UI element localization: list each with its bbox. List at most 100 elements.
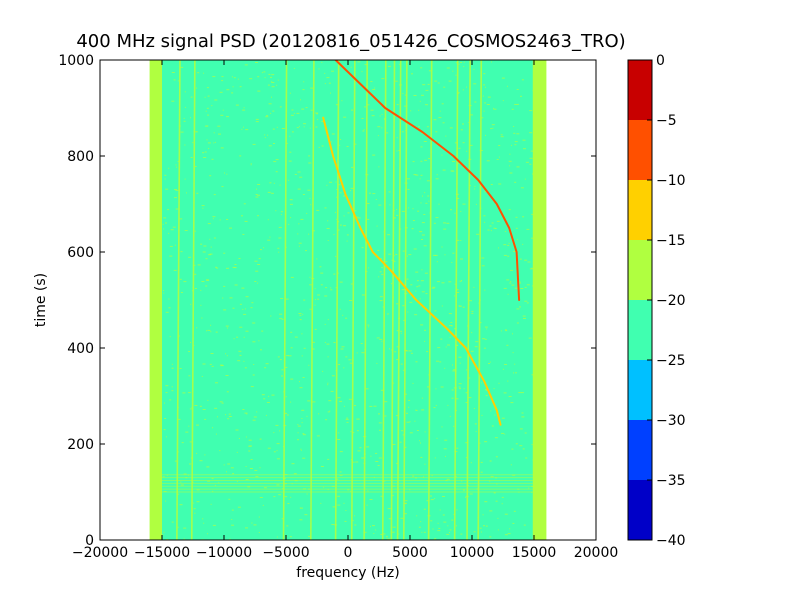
noise-pixel [259, 517, 260, 518]
noise-pixel [509, 528, 510, 529]
noise-pixel [308, 365, 309, 366]
noise-pixel [443, 229, 446, 230]
noise-pixel [383, 533, 385, 534]
noise-pixel [532, 174, 533, 175]
noise-pixel [303, 194, 305, 195]
noise-pixel [397, 151, 398, 152]
noise-pixel [343, 117, 346, 118]
noise-pixel [246, 466, 247, 467]
noise-pixel [289, 161, 292, 162]
noise-pixel [340, 225, 342, 226]
noise-pixel [337, 439, 340, 440]
noise-pixel [210, 254, 213, 255]
noise-pixel [257, 184, 260, 185]
noise-pixel [485, 327, 488, 328]
noise-pixel [397, 137, 398, 138]
noise-pixel [171, 229, 174, 230]
noise-pixel [410, 110, 411, 111]
noise-pixel [299, 381, 300, 382]
noise-pixel [513, 126, 514, 127]
noise-pixel [200, 406, 202, 407]
noise-pixel [295, 337, 298, 338]
noise-pixel [291, 115, 294, 116]
noise-pixel [290, 93, 291, 94]
noise-pixel [268, 74, 270, 75]
noise-pixel [256, 189, 257, 190]
noise-pixel [306, 213, 307, 214]
noise-pixel [194, 405, 197, 406]
noise-pixel [395, 254, 397, 255]
noise-pixel [227, 418, 229, 419]
noise-pixel [163, 224, 164, 225]
noise-pixel [263, 247, 264, 248]
noise-pixel [165, 385, 168, 386]
noise-pixel [444, 440, 447, 441]
noise-pixel [443, 522, 446, 523]
y-axis-label: time (s) [33, 273, 49, 327]
noise-pixel [494, 415, 495, 416]
noise-pixel [266, 363, 269, 364]
noise-pixel [215, 382, 218, 383]
noise-pixel [317, 299, 319, 300]
noise-pixel [483, 73, 485, 74]
noise-pixel [253, 420, 256, 421]
noise-pixel [271, 82, 274, 83]
noise-pixel [372, 193, 375, 194]
noise-pixel [316, 210, 319, 211]
noise-pixel [251, 386, 254, 387]
noise-pixel [217, 416, 218, 417]
noise-pixel [196, 193, 198, 194]
y-tick-label: 0 [85, 533, 94, 549]
noise-pixel [232, 510, 234, 511]
noise-pixel [498, 145, 500, 146]
noise-pixel [165, 179, 166, 180]
noise-pixel [491, 61, 492, 62]
noise-pixel [291, 347, 293, 348]
noise-pixel [289, 136, 290, 137]
noise-pixel [254, 281, 256, 282]
noise-pixel [325, 324, 326, 325]
noise-pixel [465, 497, 466, 498]
noise-pixel [345, 356, 347, 357]
noise-pixel [242, 234, 244, 235]
noise-pixel [274, 451, 276, 452]
noise-pixel [278, 238, 281, 239]
noise-pixel [401, 430, 403, 431]
noise-pixel [514, 511, 516, 512]
noise-pixel [421, 146, 423, 147]
noise-pixel [384, 416, 386, 417]
noise-pixel [368, 326, 369, 327]
noise-pixel [264, 134, 265, 135]
noise-pixel [481, 258, 484, 259]
noise-pixel [242, 409, 244, 410]
noise-pixel [196, 131, 198, 132]
noise-pixel [520, 96, 522, 97]
noise-pixel [408, 407, 409, 408]
noise-pixel [474, 186, 475, 187]
noise-pixel [484, 102, 486, 103]
noise-pixel [490, 128, 492, 129]
noise-pixel [184, 118, 185, 119]
noise-pixel [264, 487, 267, 488]
noise-pixel [400, 518, 403, 519]
noise-pixel [318, 413, 319, 414]
noise-pixel [165, 189, 168, 190]
noise-pixel [220, 365, 223, 366]
noise-pixel [277, 127, 278, 128]
noise-pixel [401, 364, 403, 365]
noise-pixel [256, 197, 259, 198]
noise-pixel [302, 355, 303, 356]
noise-pixel [335, 212, 336, 213]
noise-pixel [364, 106, 366, 107]
noise-pixel [483, 84, 485, 85]
noise-pixel [211, 504, 212, 505]
noise-pixel [242, 309, 243, 310]
noise-pixel [325, 419, 327, 420]
noise-pixel [267, 135, 268, 136]
noise-pixel [421, 95, 424, 96]
noise-pixel [223, 110, 224, 111]
noise-pixel [290, 204, 293, 205]
noise-pixel [450, 127, 453, 128]
noise-pixel [452, 71, 453, 72]
noise-pixel [264, 367, 266, 368]
